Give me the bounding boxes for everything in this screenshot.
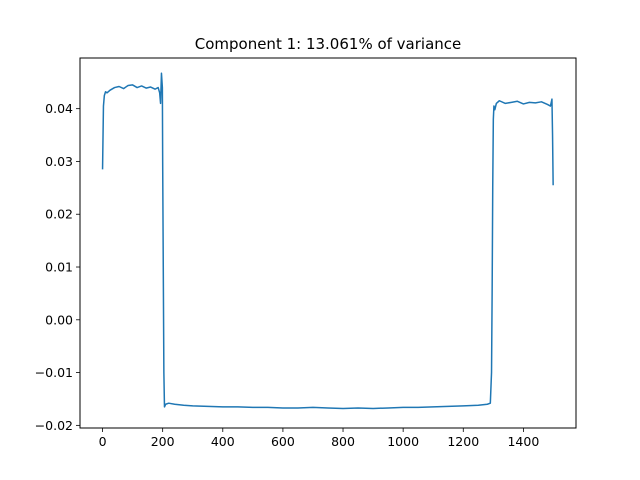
- x-tick-label: 800: [331, 434, 355, 449]
- x-tick-label: 1400: [507, 434, 539, 449]
- y-tick-label: 0.03: [45, 154, 73, 169]
- x-tick-label: 0: [99, 434, 107, 449]
- x-tick-label: 1000: [387, 434, 419, 449]
- x-tick-label: 1200: [447, 434, 479, 449]
- x-axis: 0 200 400 600 800 1000 1200 1400: [99, 428, 539, 449]
- y-tick-label: 0.02: [45, 207, 73, 222]
- y-tick-label: −0.01: [35, 365, 73, 380]
- axes-frame: [79, 57, 577, 429]
- series-line-1: [101, 72, 554, 410]
- y-tick-label: 0.04: [45, 101, 73, 116]
- y-tick-label: 0.01: [45, 260, 73, 275]
- x-tick-label: 200: [151, 434, 175, 449]
- y-axis: −0.02 −0.01 0.00 0.01 0.02 0.03 0.04: [35, 101, 80, 433]
- y-tick-label: 0.00: [45, 312, 73, 327]
- x-tick-label: 600: [271, 434, 295, 449]
- y-tick-label: −0.02: [35, 418, 73, 433]
- chart-title: Component 1: 13.061% of variance: [195, 35, 462, 53]
- plot-layer: [101, 72, 554, 410]
- x-tick-label: 400: [211, 434, 235, 449]
